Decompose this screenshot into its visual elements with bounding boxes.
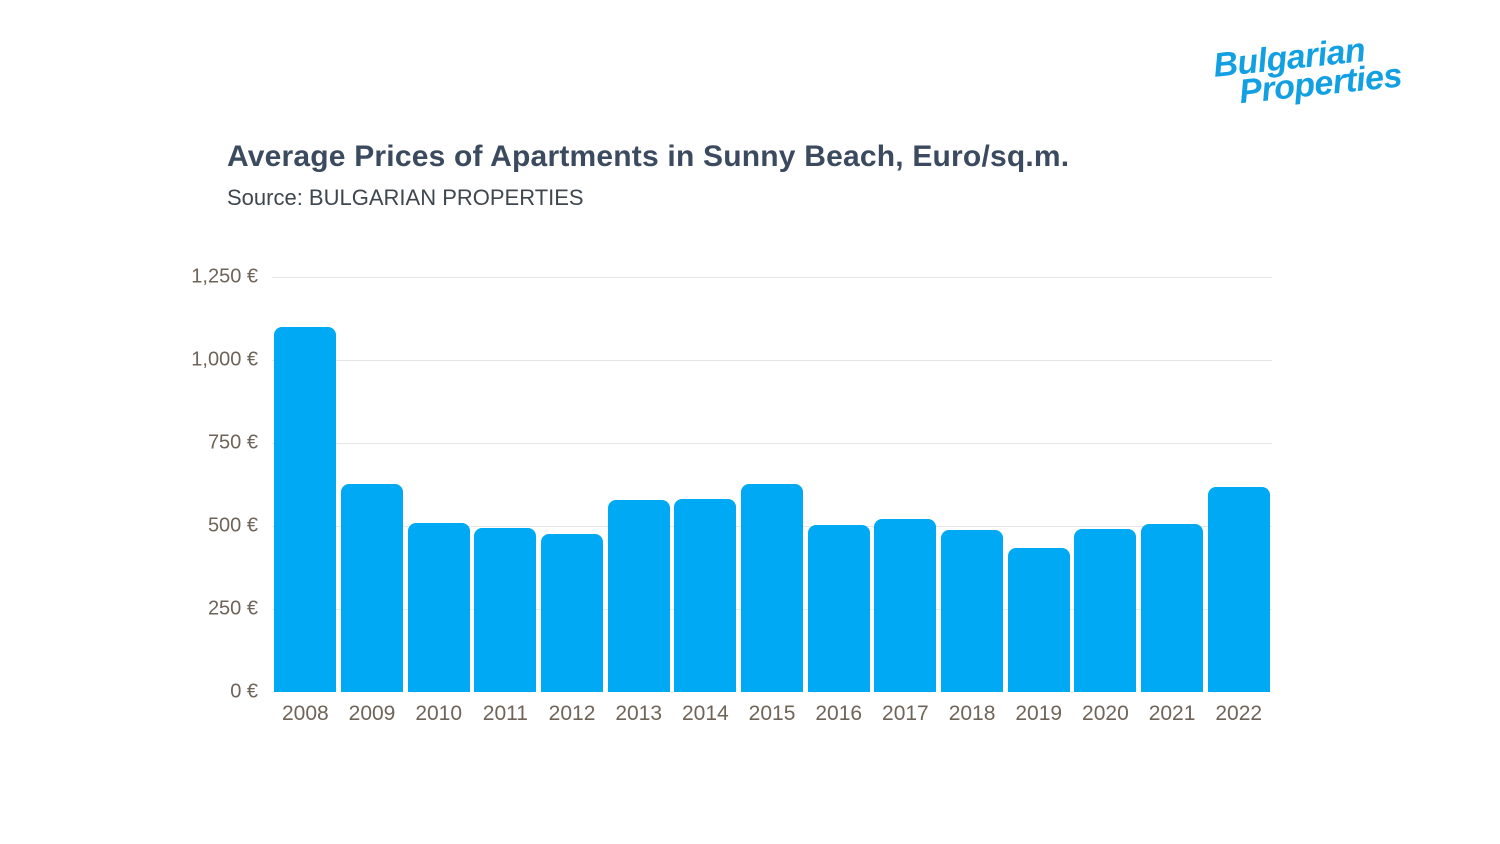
bar-slot-2012 — [539, 277, 606, 692]
x-axis-label-2018: 2018 — [948, 702, 996, 725]
x-axis-label-2021: 2021 — [1148, 702, 1196, 725]
bar-slot-2018 — [939, 277, 1006, 692]
plot-area — [272, 277, 1272, 692]
bar-slot-2017 — [872, 277, 939, 692]
bar-2016 — [807, 524, 870, 692]
bar-2013 — [607, 500, 670, 692]
x-axis-label-2011: 2011 — [482, 702, 528, 725]
bar-slot-2014 — [672, 277, 739, 692]
bar-2010 — [407, 523, 470, 692]
bar-slot-2010 — [405, 277, 472, 692]
y-axis-tick-label-0: 0 € — [230, 680, 258, 703]
bar-2008 — [274, 326, 337, 692]
bar-slot-2009 — [339, 277, 406, 692]
gridline-1000 — [272, 360, 1272, 361]
x-axis-label-2020: 2020 — [1082, 702, 1129, 725]
y-axis-tick-label-500: 500 € — [207, 514, 258, 537]
x-axis-label-2009: 2009 — [348, 702, 396, 725]
x-axis-label-2013: 2013 — [615, 702, 663, 725]
y-axis-tick-label-1250: 1,250 € — [191, 265, 258, 288]
bars-layer — [272, 277, 1272, 692]
bar-2020 — [1074, 529, 1137, 692]
bar-2022 — [1207, 486, 1270, 692]
bar-slot-2008 — [272, 277, 339, 692]
x-axis-label-2017: 2017 — [882, 702, 929, 725]
x-axis: 2008 2009 2010 2011 2012 2013 2014 2015 2016 2017… — [272, 702, 1272, 726]
bar-slot-2019 — [1005, 277, 1072, 692]
x-axis-label-2019: 2019 — [1015, 702, 1063, 725]
x-axis-label-2022: 2022 — [1215, 702, 1263, 725]
bar-2018 — [941, 529, 1004, 692]
x-axis-label-2010: 2010 — [415, 702, 463, 725]
y-axis: 0 € 250 € 500 € 750 € 1,000 € 1,250 € — [60, 266, 258, 703]
y-axis-tick-label-1000: 1,000 € — [191, 348, 258, 371]
y-axis-tick-label-750: 750 € — [207, 431, 258, 454]
bar-2019 — [1007, 547, 1070, 692]
x-axis-label-2012: 2012 — [548, 702, 596, 725]
bar-2014 — [674, 499, 737, 692]
bar-2012 — [541, 533, 604, 692]
x-axis-label-2015: 2015 — [748, 702, 796, 725]
x-axis-label-2014: 2014 — [682, 702, 729, 725]
x-axis-label-2008: 2008 — [281, 702, 329, 725]
y-axis-tick-label-250: 250 € — [207, 597, 258, 620]
bar-2015 — [741, 483, 804, 692]
chart-source-label: Source: BULGARIAN PROPERTIES — [227, 185, 584, 210]
x-axis-label-2016: 2016 — [815, 702, 863, 725]
bar-2017 — [874, 519, 937, 692]
bar-slot-2016 — [805, 277, 872, 692]
bar-2009 — [341, 483, 403, 692]
bar-slot-2015 — [739, 277, 806, 692]
bar-2021 — [1141, 524, 1204, 692]
bar-slot-2021 — [1139, 277, 1206, 692]
bar-slot-2011 — [472, 277, 539, 692]
bulgarian-properties-logo: Bulgarian Properties — [1211, 31, 1403, 111]
bar-slot-2020 — [1072, 277, 1139, 692]
gridline-750 — [272, 443, 1272, 444]
bar-slot-2013 — [605, 277, 672, 692]
chart-title: Average Prices of Apartments in Sunny Be… — [227, 140, 1070, 173]
gridline-1250 — [272, 277, 1272, 278]
bar-2011 — [474, 527, 537, 692]
bar-slot-2022 — [1205, 277, 1272, 692]
